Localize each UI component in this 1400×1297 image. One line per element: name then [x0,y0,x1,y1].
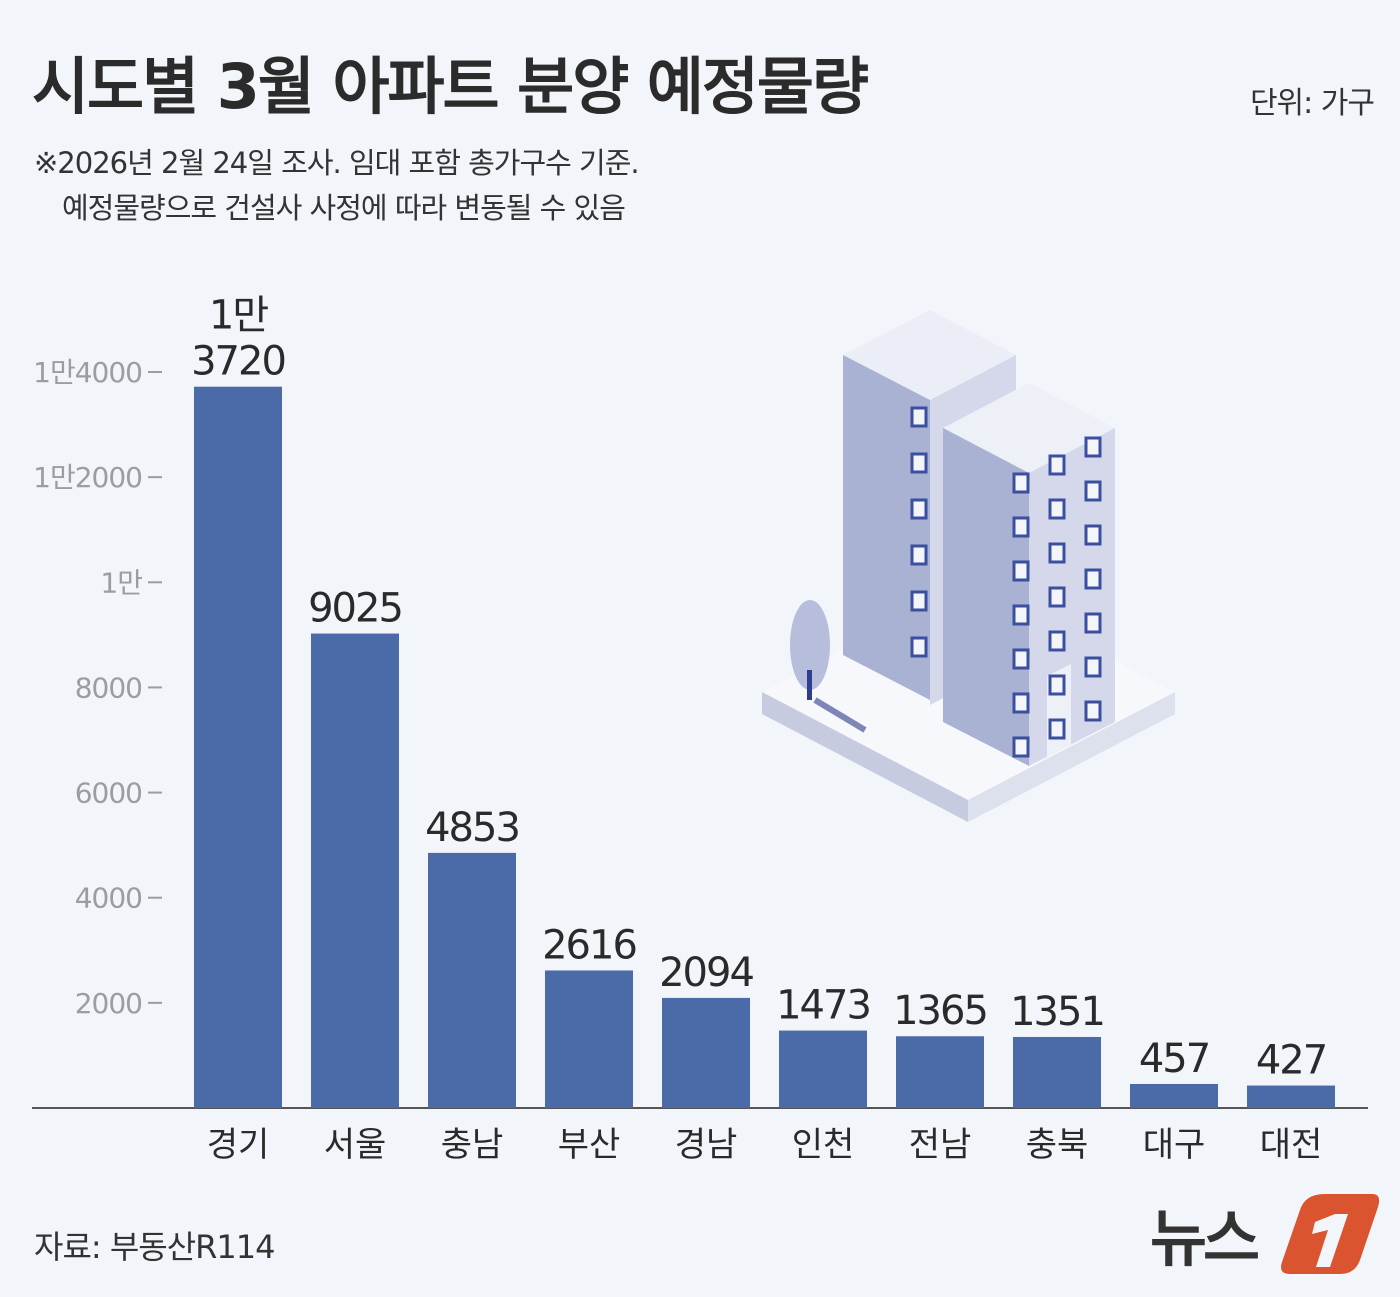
y-tick-label: 1만2000 [33,461,142,494]
window [1048,454,1066,476]
window [1012,516,1030,538]
note-line-2: 예정물량으로 건설사 사정에 따라 변동될 수 있음 [62,191,626,225]
window [1012,736,1030,758]
window [1048,718,1066,740]
data-label: 1473 [776,983,870,1029]
window [1048,542,1066,564]
window [1084,612,1102,634]
bar-대전 [1247,1085,1335,1108]
window [1084,656,1102,678]
y-tick-label: 2000 [75,987,142,1020]
data-label: 4853 [425,805,519,851]
data-label: 457 [1139,1036,1209,1082]
bar-충북 [1013,1036,1101,1108]
bar-경남 [662,997,750,1108]
x-tick-label: 대구 [1143,1125,1206,1165]
note-line-1: ※2026년 2월 24일 조사. 임대 포함 총가구수 기준. [34,146,640,180]
data-label: 3720 [191,339,285,385]
window [1048,498,1066,520]
window [1084,700,1102,722]
data-label: 1365 [893,988,987,1034]
bar-충남 [428,852,516,1108]
x-tick-label: 충남 [441,1125,504,1165]
x-tick-label: 경남 [675,1125,738,1165]
y-tick-label: 6000 [75,777,142,810]
bar-인천 [779,1030,867,1108]
window [1084,436,1102,458]
window [1048,630,1066,652]
data-label: 2616 [542,922,636,968]
window [1012,692,1030,714]
page-title: 시도별 3월 아파트 분양 예정물량 [32,50,869,123]
window [1012,560,1030,582]
data-label: 427 [1256,1038,1326,1084]
bar-경기 [194,386,282,1109]
window [910,590,928,612]
window [910,406,928,428]
y-tick-label: 1만 [100,566,142,599]
x-tick-label: 경기 [207,1125,270,1165]
window [1048,586,1066,608]
x-tick-label: 인천 [792,1125,855,1165]
bar-전남 [896,1036,984,1108]
y-axis: 2000 4000 6000 8000 1만 1만2000 1만4000 [33,356,162,1020]
x-tick-label: 전남 [909,1125,972,1165]
window [910,498,928,520]
building-windows [910,406,1102,758]
svg-text:뉴스: 뉴스 [1150,1202,1258,1275]
data-label: 9025 [308,586,402,632]
unit-label: 단위: 가구 [1249,86,1375,121]
bar-대구 [1130,1083,1218,1108]
bar-부산 [545,970,633,1108]
window [910,544,928,566]
window [910,452,928,474]
x-tick-label: 충북 [1026,1125,1089,1165]
window [1012,648,1030,670]
window [1084,568,1102,590]
window [1084,480,1102,502]
window [1048,674,1066,696]
x-tick-label: 서울 [324,1125,387,1165]
x-tick-label: 대전 [1260,1125,1323,1165]
window [1012,472,1030,494]
building-illustration [762,310,1175,822]
news1-logo: 뉴스 [1150,1194,1380,1275]
data-label: 1351 [1010,989,1104,1035]
data-label: 2094 [659,950,753,996]
bar-서울 [311,633,399,1108]
y-tick-label: 1만4000 [33,356,142,389]
window [910,636,928,658]
y-tick-label: 4000 [75,882,142,915]
window [1084,524,1102,546]
source-label: 자료: 부동산R114 [34,1228,275,1266]
y-tick-label: 8000 [75,671,142,704]
data-label: 1만 [209,293,268,339]
x-tick-label: 부산 [558,1125,621,1165]
window [1012,604,1030,626]
